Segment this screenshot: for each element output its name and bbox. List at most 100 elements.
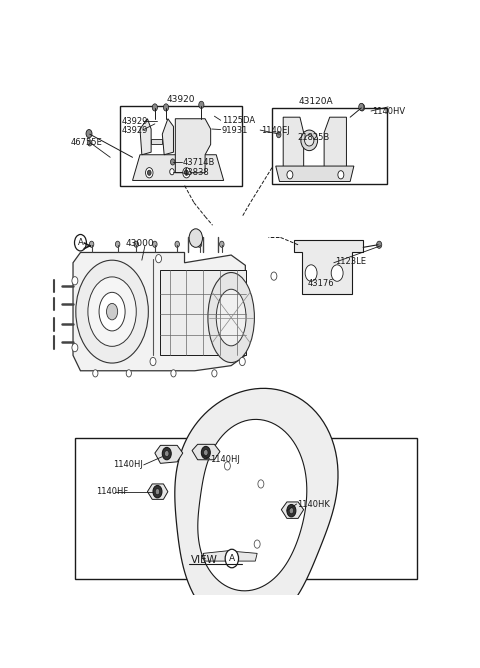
Polygon shape [203, 551, 257, 561]
Circle shape [155, 488, 160, 495]
Polygon shape [198, 420, 307, 591]
Text: 43000: 43000 [125, 239, 154, 248]
Circle shape [289, 508, 294, 514]
Circle shape [170, 159, 175, 165]
Circle shape [153, 486, 162, 498]
Ellipse shape [305, 135, 314, 146]
Circle shape [150, 357, 156, 365]
Text: 1125DA: 1125DA [222, 116, 255, 125]
Circle shape [115, 241, 120, 247]
Circle shape [377, 241, 382, 248]
Circle shape [359, 104, 364, 110]
Ellipse shape [76, 260, 148, 363]
Circle shape [185, 170, 188, 175]
Circle shape [93, 370, 98, 377]
Text: 1140HJ: 1140HJ [210, 455, 240, 464]
Polygon shape [132, 155, 224, 180]
Polygon shape [162, 119, 173, 155]
Text: 1140EJ: 1140EJ [261, 126, 289, 134]
Circle shape [199, 102, 204, 108]
Bar [272, 108, 387, 184]
Text: 43838: 43838 [183, 168, 209, 177]
Circle shape [171, 370, 176, 377]
Circle shape [258, 480, 264, 488]
Polygon shape [283, 117, 304, 179]
Ellipse shape [99, 293, 125, 331]
Circle shape [271, 272, 277, 281]
Circle shape [287, 504, 296, 517]
Text: 43714B: 43714B [183, 158, 215, 167]
Circle shape [225, 549, 239, 568]
Circle shape [170, 168, 174, 175]
Text: 1123LE: 1123LE [335, 257, 366, 266]
Circle shape [189, 229, 203, 247]
Circle shape [156, 255, 162, 263]
Bar [160, 271, 246, 355]
Circle shape [202, 446, 210, 459]
Polygon shape [140, 119, 151, 155]
Text: 21825B: 21825B [297, 134, 330, 142]
Ellipse shape [88, 277, 136, 346]
Circle shape [74, 234, 86, 251]
Circle shape [163, 104, 168, 111]
Polygon shape [155, 446, 183, 464]
Ellipse shape [216, 289, 246, 346]
Circle shape [134, 241, 139, 247]
Text: 43176: 43176 [307, 279, 334, 288]
Text: 43920: 43920 [167, 96, 195, 104]
Text: A: A [229, 554, 235, 563]
Circle shape [212, 370, 217, 377]
Circle shape [72, 343, 78, 352]
Polygon shape [175, 388, 338, 630]
Circle shape [165, 450, 169, 457]
Circle shape [360, 104, 365, 111]
Circle shape [204, 450, 208, 456]
Circle shape [331, 265, 343, 281]
Text: 43929: 43929 [121, 117, 148, 126]
Circle shape [162, 448, 171, 460]
Text: 1140HK: 1140HK [297, 500, 330, 509]
Circle shape [147, 170, 151, 175]
Circle shape [145, 168, 153, 178]
Text: 1140HV: 1140HV [372, 106, 405, 116]
Text: 1140HJ: 1140HJ [113, 460, 143, 470]
Text: A: A [78, 238, 84, 247]
Polygon shape [281, 502, 304, 518]
Text: 43929: 43929 [121, 126, 148, 135]
Circle shape [254, 540, 260, 548]
Ellipse shape [208, 273, 254, 363]
Polygon shape [147, 484, 168, 500]
Circle shape [305, 265, 317, 281]
Circle shape [338, 171, 344, 179]
Polygon shape [192, 444, 220, 460]
Ellipse shape [301, 130, 318, 150]
Circle shape [287, 171, 293, 179]
Circle shape [89, 241, 94, 247]
Polygon shape [324, 117, 347, 179]
Polygon shape [151, 140, 162, 144]
Polygon shape [175, 119, 211, 173]
Circle shape [225, 462, 230, 470]
Bar [75, 438, 417, 579]
Text: 46755E: 46755E [71, 138, 102, 148]
Circle shape [126, 370, 132, 377]
Polygon shape [294, 240, 363, 294]
Circle shape [152, 104, 157, 111]
Text: 43120A: 43120A [299, 98, 333, 106]
Circle shape [276, 132, 281, 138]
Circle shape [153, 241, 157, 247]
Text: 1140HF: 1140HF [96, 487, 129, 496]
Polygon shape [73, 253, 245, 371]
Text: 91931: 91931 [222, 126, 248, 134]
Circle shape [175, 241, 180, 247]
Circle shape [87, 140, 92, 146]
Bar [120, 106, 242, 186]
Text: VIEW: VIEW [191, 554, 218, 564]
Ellipse shape [107, 303, 118, 320]
Circle shape [183, 168, 190, 178]
Circle shape [86, 130, 92, 138]
Circle shape [72, 277, 78, 285]
Circle shape [219, 241, 224, 247]
Polygon shape [276, 166, 354, 182]
Circle shape [197, 241, 202, 247]
